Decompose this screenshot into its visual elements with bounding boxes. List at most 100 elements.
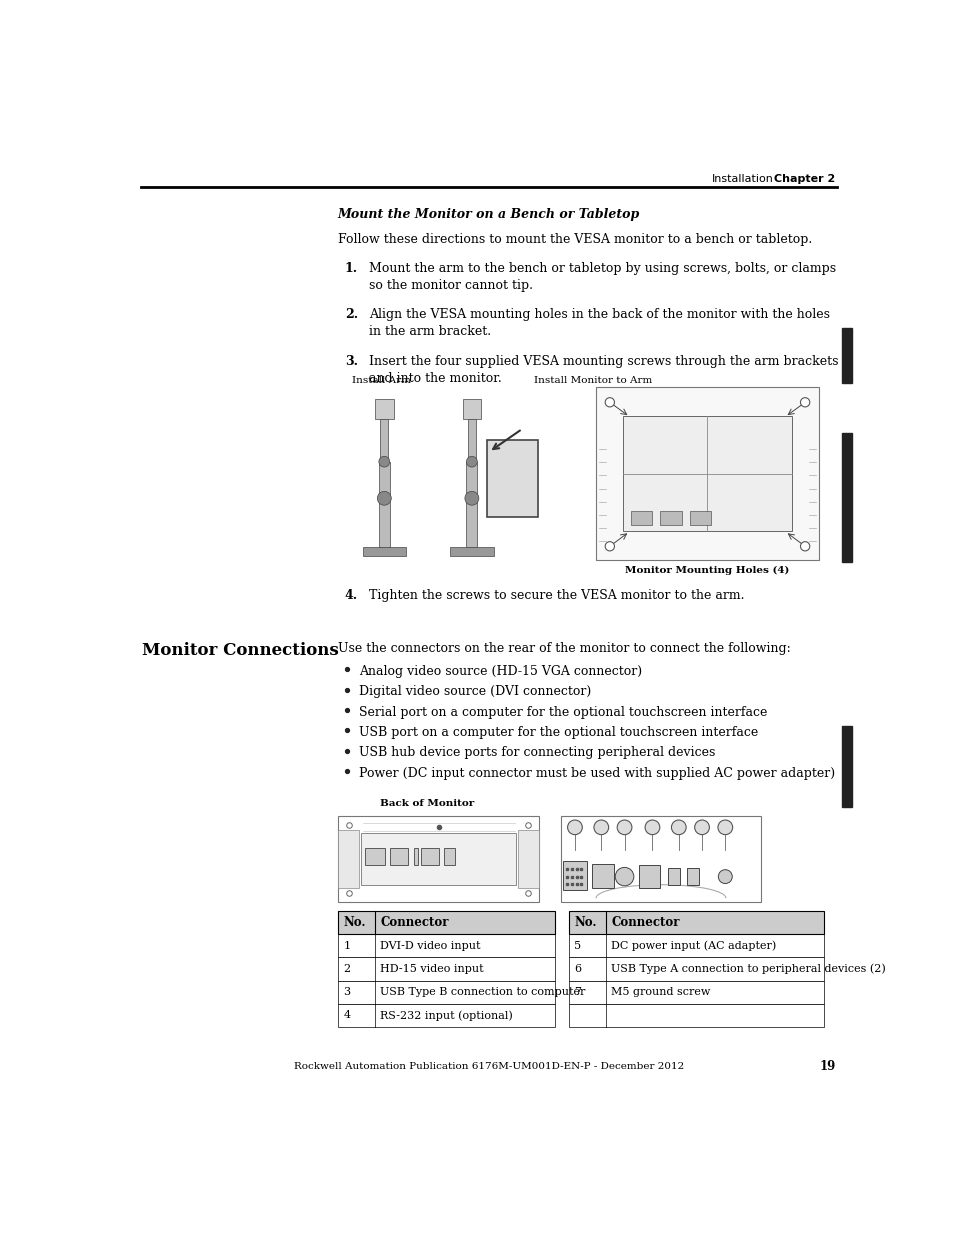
Text: Mount the Monitor on a Bench or Tabletop: Mount the Monitor on a Bench or Tabletop [337,209,639,221]
Text: 2: 2 [343,965,350,974]
Circle shape [718,869,732,883]
Text: Follow these directions to mount the VESA monitor to a bench or tabletop.: Follow these directions to mount the VES… [337,233,811,246]
Circle shape [800,398,809,406]
Text: Install Monitor to Arm: Install Monitor to Arm [534,375,652,384]
Bar [841,327,851,383]
Bar [443,848,455,866]
Text: Installation: Installation [711,174,773,184]
Text: USB Type A connection to peripheral devices (2): USB Type A connection to peripheral devi… [611,963,885,974]
Text: RS-232 input (optional): RS-232 input (optional) [380,1010,513,1020]
Bar [337,816,538,902]
Bar [517,830,538,888]
Text: 5: 5 [574,941,580,951]
Text: Use the connectors on the rear of the monitor to connect the following:: Use the connectors on the rear of the mo… [337,642,790,655]
Bar [592,863,613,888]
Text: 3: 3 [343,987,350,997]
Text: No.: No. [343,916,365,929]
Bar [630,511,652,525]
Text: 1.: 1. [344,262,357,275]
Bar [360,832,516,885]
Bar [686,868,699,885]
Bar [659,511,681,525]
Text: USB Type B connection to computer: USB Type B connection to computer [380,987,585,997]
Circle shape [604,398,614,406]
Bar [378,498,390,547]
Bar [337,935,555,957]
Text: DC power input (AC adapter): DC power input (AC adapter) [611,941,776,951]
Circle shape [615,867,633,885]
Text: Back of Monitor: Back of Monitor [380,799,475,808]
Text: 6: 6 [574,965,580,974]
Circle shape [604,542,614,551]
Bar [487,441,537,517]
Text: Monitor Mounting Holes (4): Monitor Mounting Holes (4) [624,567,789,576]
Bar [380,419,388,462]
Circle shape [718,820,732,835]
Bar [638,864,659,888]
Bar [568,1004,823,1026]
Bar [337,911,555,935]
Circle shape [466,456,476,467]
Bar [466,498,476,547]
Bar [337,830,359,888]
Text: Align the VESA mounting holes in the back of the monitor with the holes: Align the VESA mounting holes in the bac… [369,309,829,321]
Text: No.: No. [574,916,596,929]
Text: 5: 5 [676,824,680,831]
Text: 19: 19 [819,1061,835,1073]
Bar [841,726,851,806]
Bar [450,547,493,556]
Text: HD-15 video input: HD-15 video input [380,965,483,974]
Text: Connector: Connector [380,916,449,929]
Circle shape [378,456,390,467]
Text: Mount the arm to the bench or tabletop by using screws, bolts, or clamps: Mount the arm to the bench or tabletop b… [369,262,835,275]
Circle shape [644,820,659,835]
Bar [365,848,385,866]
Polygon shape [378,462,390,498]
Text: 1: 1 [343,941,350,951]
Bar [375,399,394,419]
Text: Tighten the screws to secure the VESA monitor to the arm.: Tighten the screws to secure the VESA mo… [369,589,743,603]
Text: Serial port on a computer for the optional touchscreen interface: Serial port on a computer for the option… [359,705,767,719]
Bar [596,387,819,561]
Text: 7: 7 [574,987,580,997]
Bar [362,547,406,556]
Text: and into the monitor.: and into the monitor. [369,372,501,384]
Polygon shape [466,462,476,498]
Bar [622,416,791,531]
Text: DVI-D video input: DVI-D video input [380,941,480,951]
Text: 4.: 4. [344,589,357,603]
Circle shape [377,492,391,505]
Text: 2: 2 [598,824,603,831]
Text: Analog video source (HD-15 VGA connector): Analog video source (HD-15 VGA connector… [359,664,642,678]
Text: Chapter 2: Chapter 2 [773,174,835,184]
Circle shape [617,820,631,835]
Bar [568,935,823,957]
Text: 2.: 2. [344,309,357,321]
Bar [841,433,851,562]
Bar [568,911,823,935]
Text: 1: 1 [572,824,577,831]
Text: 4: 4 [649,824,655,831]
Text: 7: 7 [721,824,727,831]
Circle shape [567,820,581,835]
Bar [421,848,438,866]
Bar [667,868,679,885]
Text: 3: 3 [621,824,626,831]
Bar [562,861,586,890]
Bar [689,511,711,525]
Bar [568,957,823,981]
Text: USB port on a computer for the optional touchscreen interface: USB port on a computer for the optional … [359,726,758,739]
Text: Digital video source (DVI connector): Digital video source (DVI connector) [359,685,591,698]
Circle shape [464,492,478,505]
Bar [414,848,417,866]
Circle shape [800,542,809,551]
Bar [390,848,407,866]
Text: Monitor Connections: Monitor Connections [142,642,339,658]
Text: M5 ground screw: M5 ground screw [611,987,710,997]
Bar [568,981,823,1004]
Text: 6: 6 [699,824,704,831]
Text: Power (DC input connector must be used with supplied AC power adapter): Power (DC input connector must be used w… [359,767,835,779]
Text: Insert the four supplied VESA mounting screws through the arm brackets: Insert the four supplied VESA mounting s… [369,354,838,368]
Text: Rockwell Automation Publication 6176M-UM001D-EN-P - December 2012: Rockwell Automation Publication 6176M-UM… [294,1062,683,1071]
Text: in the arm bracket.: in the arm bracket. [369,325,491,338]
